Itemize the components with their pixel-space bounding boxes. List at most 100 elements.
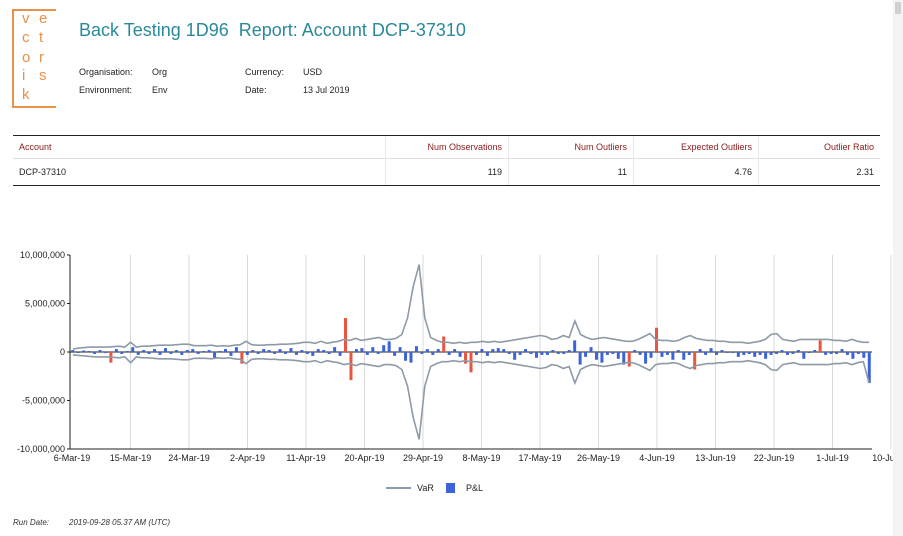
pnl-outlier-bar xyxy=(627,352,631,367)
pnl-bar xyxy=(474,352,478,355)
pnl-bar xyxy=(704,352,708,355)
pnl-bar xyxy=(333,347,337,352)
pnl-bar xyxy=(545,352,549,355)
pnl-bar xyxy=(567,350,571,352)
pnl-bar xyxy=(840,349,844,352)
pnl-bar xyxy=(791,352,795,354)
header-outlier-ratio: Outlier Ratio xyxy=(758,135,880,159)
header-expected-outliers: Expected Outliers xyxy=(633,135,759,159)
var-lower-line xyxy=(72,354,870,440)
pnl-bar xyxy=(725,352,729,353)
pnl-bar xyxy=(376,352,380,354)
pnl-bar xyxy=(600,352,604,363)
pnl-bar xyxy=(742,352,746,355)
y-tick-label: -5,000,000 xyxy=(22,396,65,406)
pnl-bar xyxy=(322,350,326,352)
pnl-bar xyxy=(682,352,686,360)
pnl-bar xyxy=(453,349,457,352)
pnl-bar xyxy=(671,352,675,360)
pnl-bar xyxy=(360,348,364,352)
environment-value: Env xyxy=(152,85,168,95)
pnl-bar xyxy=(867,352,871,384)
pnl-bar xyxy=(594,352,598,360)
pnl-bar xyxy=(556,352,560,354)
cell-expected-outliers: 4.76 xyxy=(633,158,759,186)
cell-num-observations: 119 xyxy=(385,158,509,186)
pnl-bar xyxy=(300,350,304,352)
logo-letter: k xyxy=(22,86,30,103)
pnl-bar xyxy=(605,352,609,355)
pnl-bar xyxy=(316,349,320,352)
pnl-bar xyxy=(404,352,408,361)
pnl-bar xyxy=(665,352,669,355)
pnl-bar xyxy=(338,352,342,356)
logo-letter: r xyxy=(39,49,44,66)
pnl-bar xyxy=(131,347,135,352)
y-tick-label: 0 xyxy=(60,347,65,357)
pnl-bar xyxy=(622,352,626,365)
pnl-bar xyxy=(578,352,582,365)
pnl-outlier-bar xyxy=(442,336,446,352)
pnl-bar xyxy=(769,352,773,355)
report-title: Back Testing 1D96 Report: Account DCP-37… xyxy=(79,20,466,40)
x-tick-label: 29-Apr-19 xyxy=(403,453,443,463)
pnl-bar xyxy=(114,349,118,352)
logo-letter: o xyxy=(22,49,31,66)
pnl-bar xyxy=(660,352,664,357)
pnl-bar xyxy=(562,352,566,354)
scrollbar-thumb[interactable] xyxy=(895,2,901,14)
environment-label: Environment: xyxy=(79,85,133,95)
pnl-bar xyxy=(387,341,391,352)
logo-letter: e xyxy=(39,10,48,27)
pnl-outlier-bar xyxy=(344,318,348,352)
legend-pnl-swatch xyxy=(446,483,455,493)
pnl-bar xyxy=(796,350,800,352)
x-tick-label: 13-Jun-19 xyxy=(695,453,736,463)
run-date-value: 2019-09-28 05.37 AM (UTC) xyxy=(69,518,171,527)
x-tick-label: 6-Mar-19 xyxy=(54,453,91,463)
pnl-bar xyxy=(234,347,238,352)
pnl-bar xyxy=(311,352,315,356)
logo-letter: s xyxy=(39,67,47,84)
vertical-scrollbar[interactable] xyxy=(893,0,903,536)
pnl-bar xyxy=(458,352,462,357)
x-tick-label: 1-Jul-19 xyxy=(816,453,849,463)
pnl-bar xyxy=(289,348,293,352)
pnl-bar xyxy=(491,349,495,352)
table-row: DCP-37310 119 11 4.76 2.31 xyxy=(13,158,880,186)
pnl-bar xyxy=(496,348,500,352)
pnl-bar xyxy=(731,352,735,353)
pnl-bar xyxy=(709,348,713,352)
pnl-bar xyxy=(251,350,255,352)
pnl-bar xyxy=(365,352,369,355)
pnl-bar xyxy=(589,347,593,352)
pnl-bar xyxy=(174,350,178,352)
pnl-bar xyxy=(824,352,828,355)
pnl-bar xyxy=(502,349,506,352)
pnl-bar xyxy=(584,352,588,357)
pnl-bar xyxy=(278,349,282,352)
pnl-bar xyxy=(649,352,653,358)
pnl-bar xyxy=(103,352,107,353)
pnl-bar xyxy=(431,352,435,355)
pnl-bar xyxy=(540,352,544,355)
cell-account: DCP-37310 xyxy=(13,158,386,186)
pnl-bar xyxy=(147,352,151,354)
logo-letter: v xyxy=(22,10,30,27)
x-tick-label: 8-May-19 xyxy=(462,453,500,463)
pnl-bar xyxy=(169,352,173,354)
pnl-outlier-bar xyxy=(464,352,468,364)
summary-header-row: Account Num Observations Num Outliers Ex… xyxy=(13,135,880,159)
pnl-bar xyxy=(136,352,140,355)
pnl-bar xyxy=(480,349,484,352)
pnl-bar xyxy=(93,352,97,354)
var-upper-line xyxy=(72,264,870,350)
pnl-bar xyxy=(202,351,206,352)
pnl-bar xyxy=(414,346,418,352)
x-tick-label: 20-Apr-19 xyxy=(344,453,384,463)
pnl-bar xyxy=(218,351,222,352)
pnl-bar xyxy=(87,351,91,352)
pnl-bar xyxy=(813,350,817,352)
x-tick-label: 26-May-19 xyxy=(577,453,620,463)
pnl-bar xyxy=(98,350,102,352)
